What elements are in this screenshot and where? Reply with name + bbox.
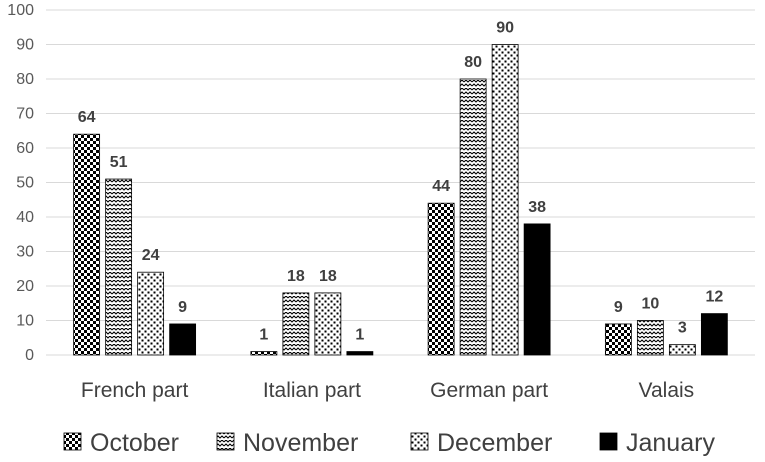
legend-swatch-october xyxy=(63,432,82,451)
data-label: 10 xyxy=(641,296,659,313)
data-label: 1 xyxy=(355,327,364,344)
legend-label-december: December xyxy=(437,429,552,457)
data-label: 44 xyxy=(432,178,450,195)
y-tick-label: 60 xyxy=(16,140,34,157)
legend: October November December January xyxy=(63,429,715,457)
data-label: 80 xyxy=(464,54,482,71)
bar-november-french-part xyxy=(105,178,133,356)
x-category-label: French part xyxy=(81,379,189,402)
bar-january-german-part xyxy=(523,223,551,356)
data-label: 24 xyxy=(142,247,160,264)
legend-swatch-november xyxy=(216,432,235,451)
y-tick-label: 30 xyxy=(16,244,34,261)
bars xyxy=(73,44,728,356)
data-label: 90 xyxy=(496,20,514,37)
bar-november-german-part xyxy=(459,78,487,356)
data-label: 1 xyxy=(259,327,268,344)
x-category-label: Italian part xyxy=(263,379,361,402)
data-labels: 64 51 24 9 1 18 18 1 44 80 90 38 9 10 3 12 xyxy=(78,20,724,344)
bar-november-valais xyxy=(636,320,664,356)
gridlines xyxy=(46,9,755,356)
legend-swatch-december xyxy=(410,432,429,451)
y-tick-label: 10 xyxy=(16,313,34,330)
legend-label-november: November xyxy=(243,429,358,457)
data-label: 9 xyxy=(178,299,187,316)
bar-december-valais xyxy=(668,344,696,356)
bar-january-french-part xyxy=(169,323,197,356)
data-label: 51 xyxy=(110,154,128,171)
bar-october-valais xyxy=(604,323,632,356)
y-tick-label: 100 xyxy=(7,2,34,19)
x-axis: French part Italian part German part Valais xyxy=(81,379,694,402)
data-label: 18 xyxy=(319,268,337,285)
data-label: 9 xyxy=(614,299,623,316)
y-tick-label: 90 xyxy=(16,37,34,54)
bar-december-italian-part xyxy=(314,292,342,356)
y-tick-label: 0 xyxy=(25,347,34,364)
y-tick-label: 80 xyxy=(16,71,34,88)
data-label: 64 xyxy=(78,109,96,126)
bar-october-italian-part xyxy=(250,351,278,356)
bar-january-valais xyxy=(700,313,728,356)
x-category-label: Valais xyxy=(639,379,695,402)
data-label: 12 xyxy=(705,289,723,306)
bar-december-french-part xyxy=(137,271,165,356)
data-label: 38 xyxy=(528,199,546,216)
legend-label-october: October xyxy=(90,429,179,457)
legend-swatch-january xyxy=(599,432,618,451)
y-tick-label: 20 xyxy=(16,278,34,295)
bar-october-german-part xyxy=(427,202,455,356)
y-tick-label: 50 xyxy=(16,175,34,192)
legend-label-january: January xyxy=(626,429,715,457)
y-tick-label: 40 xyxy=(16,209,34,226)
x-category-label: German part xyxy=(430,379,548,402)
bar-january-italian-part xyxy=(346,351,374,356)
bar-november-italian-part xyxy=(282,292,310,356)
y-axis: 0 10 20 30 40 50 60 70 80 90 100 xyxy=(7,2,34,364)
data-label: 18 xyxy=(287,268,305,285)
y-tick-label: 70 xyxy=(16,106,34,123)
data-label: 3 xyxy=(678,320,687,337)
bar-december-german-part xyxy=(491,44,519,356)
bar-october-french-part xyxy=(73,133,101,356)
